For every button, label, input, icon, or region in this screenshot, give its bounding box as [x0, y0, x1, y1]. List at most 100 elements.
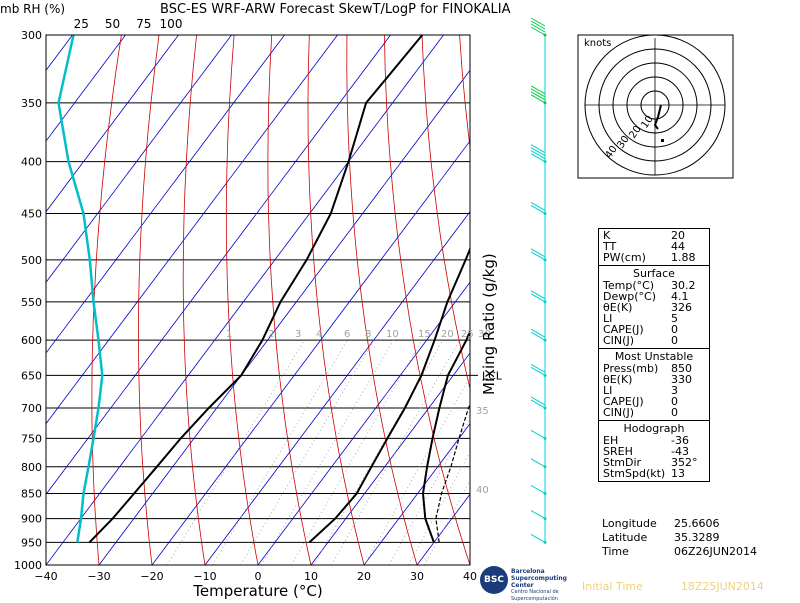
hodograph-frame — [578, 35, 733, 178]
temperature-tick-label: 20 — [357, 570, 371, 583]
pressure-tick-label: 300 — [21, 29, 42, 42]
dry-adiabat — [226, 35, 258, 565]
hodo-row: StmSpd(kt)13 — [599, 468, 709, 479]
isotherm — [205, 35, 603, 565]
theta-label: 35 — [476, 406, 489, 417]
pressure-tick-label: 600 — [21, 334, 42, 347]
surface-key: θE(K) — [603, 302, 671, 313]
pressure-tick-label: 850 — [21, 487, 42, 500]
wind-barb-feather — [531, 534, 545, 542]
dry-adiabat — [183, 35, 205, 565]
parcel-line — [436, 49, 512, 542]
wind-barb-feather — [531, 485, 545, 493]
temperature-tick-label: −40 — [34, 570, 57, 583]
isotherm — [0, 35, 285, 565]
unstable-title: Most Unstable — [599, 348, 709, 362]
surface-row: CIN(J)0 — [599, 335, 709, 346]
pressure-tick-label: 450 — [21, 207, 42, 220]
surface-value: 0 — [671, 335, 678, 346]
loc-key: Longitude — [602, 517, 674, 531]
mixing-ratio-tick: 2 — [268, 329, 274, 340]
rh-axis-label: mb RH (%) — [0, 2, 65, 16]
initial-time-value: 18Z25JUN2014 — [681, 580, 764, 593]
bsc-logo: BSC Barcelona Supercomputing Center Cent… — [480, 566, 580, 594]
isotherm — [99, 35, 497, 565]
top-row: PW(cm)1.88 — [599, 252, 709, 263]
mixing-ratio-line — [261, 340, 393, 565]
mixing-ratio-tick: 10 — [386, 329, 399, 340]
temperature-tick-label: 30 — [410, 570, 424, 583]
surface-title: Surface — [599, 265, 709, 279]
bsc-logo-mark: BSC — [480, 566, 508, 594]
pressure-tick-label: 350 — [21, 97, 42, 110]
unstable-key: θE(K) — [603, 374, 671, 385]
mixing-ratio-line — [365, 340, 491, 565]
mixing-ratio-tick: 4 — [316, 329, 322, 340]
dry-adiabat — [308, 35, 364, 565]
rh-tick-label: 100 — [160, 17, 183, 31]
pressure-tick-label: 950 — [21, 536, 42, 549]
initial-time: Initial Time 18Z25JUN2014 — [582, 580, 800, 593]
unstable-value: 0 — [671, 407, 678, 418]
chart-title: BSC-ES WRF-ARW Forecast SkewT/LogP for F… — [160, 2, 511, 17]
bsc-logo-text: Barcelona Supercomputing Center Centro N… — [511, 568, 580, 603]
dry-adiabat — [92, 35, 122, 565]
surface-row: θE(K)326 — [599, 302, 709, 313]
isotherm — [0, 35, 338, 565]
wind-barb-feather — [531, 430, 545, 438]
rh-tick-label: 75 — [136, 17, 151, 31]
mixing-ratio-tick: 25 — [461, 329, 474, 340]
isotherm — [0, 35, 126, 565]
pressure-tick-label: 800 — [21, 461, 42, 474]
bsc-logo-name: Barcelona Supercomputing Center — [511, 568, 580, 589]
hodo-title: Hodograph — [599, 420, 709, 434]
mixing-ratio-tick: 3 — [295, 329, 301, 340]
hodograph-units-label: knots — [584, 38, 611, 49]
bsc-logo-sub: Centro Nacional de Supercomputación — [511, 589, 580, 603]
rh-tick-label: 50 — [105, 17, 120, 31]
mixing-ratio-tick: 6 — [344, 329, 350, 340]
storm-motion-marker — [661, 139, 664, 142]
temperature-tick-label: −20 — [140, 570, 163, 583]
rh-tick-label: 25 — [74, 17, 89, 31]
wind-barb-feather — [531, 459, 545, 467]
loc-key: Time — [602, 545, 674, 559]
hodo-value: 13 — [671, 468, 685, 479]
mixing-ratio-tick: 15 — [418, 329, 431, 340]
mixing-ratio-tick: 8 — [365, 329, 371, 340]
pressure-tick-label: 400 — [21, 156, 42, 169]
pressure-tick-label: 700 — [21, 402, 42, 415]
pressure-tick-label: 550 — [21, 296, 42, 309]
theta-label: 40 — [476, 485, 489, 496]
top-value: 1.88 — [671, 252, 696, 263]
pressure-tick-label: 900 — [21, 513, 42, 526]
pressure-tick-label: 750 — [21, 432, 42, 445]
loc-key: Latitude — [602, 531, 674, 545]
unstable-row: CIN(J)0 — [599, 407, 709, 418]
temperature-tick-label: −30 — [87, 570, 110, 583]
mixing-ratio-line — [241, 340, 374, 565]
loc-value: 25.6606 — [674, 517, 720, 531]
temperature-axis-label: Temperature (°C) — [192, 582, 322, 600]
pressure-tick-label: 650 — [21, 369, 42, 382]
hodo-key: StmSpd(kt) — [603, 468, 671, 479]
initial-time-label: Initial Time — [582, 580, 643, 593]
loc-value: 35.3289 — [674, 531, 720, 545]
isotherm — [0, 35, 391, 565]
dry-adiabat — [268, 35, 311, 565]
mixing-ratio-tick: 1 — [226, 329, 232, 340]
unstable-row: θE(K)330 — [599, 374, 709, 385]
unstable-key: CIN(J) — [603, 407, 671, 418]
surface-key: CIN(J) — [603, 335, 671, 346]
loc-value: 06Z26JUN2014 — [674, 545, 757, 559]
temperature-tick-label: 40 — [463, 570, 477, 583]
wind-barb-feather — [531, 511, 545, 519]
dry-adiabat — [723, 35, 800, 565]
mixing-ratio-label: Mixing Ratio (g/kg) — [480, 253, 498, 395]
pressure-tick-label: 500 — [21, 254, 42, 267]
